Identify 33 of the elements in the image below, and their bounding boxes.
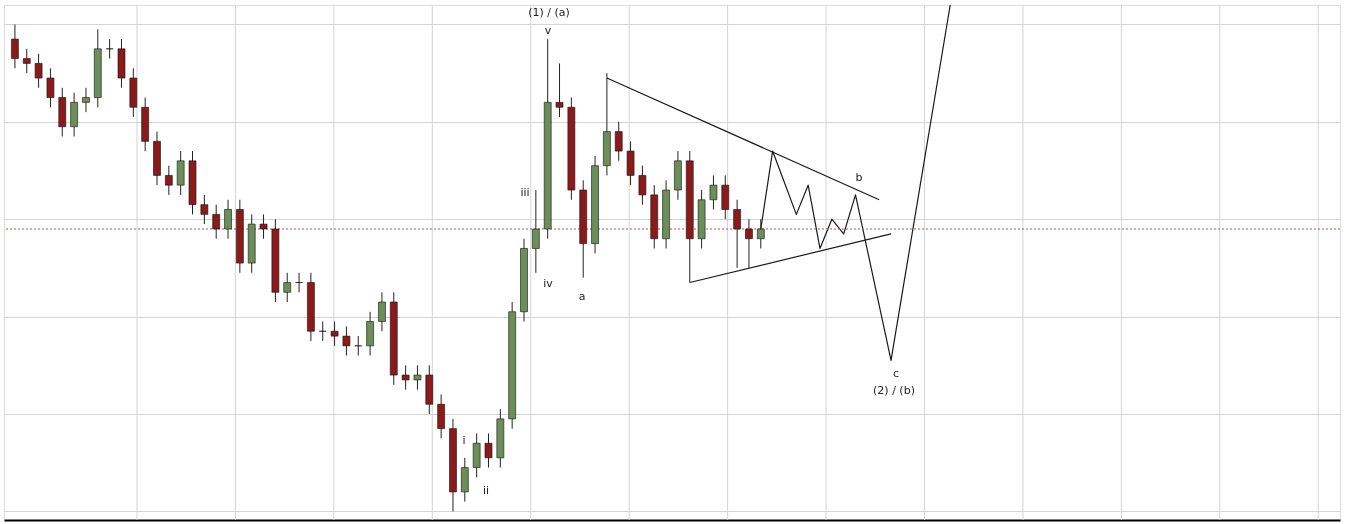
candlestick — [34, 53, 43, 89]
candlestick — [484, 432, 493, 469]
annotation: a — [578, 290, 586, 303]
candlestick — [200, 194, 209, 225]
annotation: iv — [543, 277, 554, 290]
candlestick — [638, 165, 647, 206]
candlestick — [165, 165, 173, 196]
candlestick — [733, 199, 741, 269]
candlestick — [532, 189, 540, 274]
candlestick — [342, 325, 351, 357]
annotation: c — [892, 367, 900, 380]
candlestick — [46, 67, 55, 108]
annotation: b — [855, 171, 863, 184]
annotation: (2) / (b) — [873, 384, 915, 397]
candlestick — [378, 291, 386, 332]
candlestick — [22, 48, 31, 74]
candlestick — [555, 62, 564, 118]
annotation: v — [544, 24, 552, 37]
candlestick — [614, 121, 623, 162]
text: (1) / (a) — [528, 6, 570, 19]
candlestick — [224, 199, 232, 240]
candlestick — [709, 174, 718, 210]
candlestick — [283, 272, 292, 303]
annotation: ii — [482, 484, 490, 497]
annotation: i — [462, 434, 466, 447]
annotation: iii — [520, 186, 530, 199]
candlestick — [259, 213, 268, 240]
candlestick — [330, 320, 339, 347]
candlestick — [401, 364, 410, 391]
candlestick — [212, 204, 220, 240]
candlestick — [413, 364, 422, 391]
candlestick — [82, 87, 90, 113]
candlestick — [11, 23, 19, 69]
